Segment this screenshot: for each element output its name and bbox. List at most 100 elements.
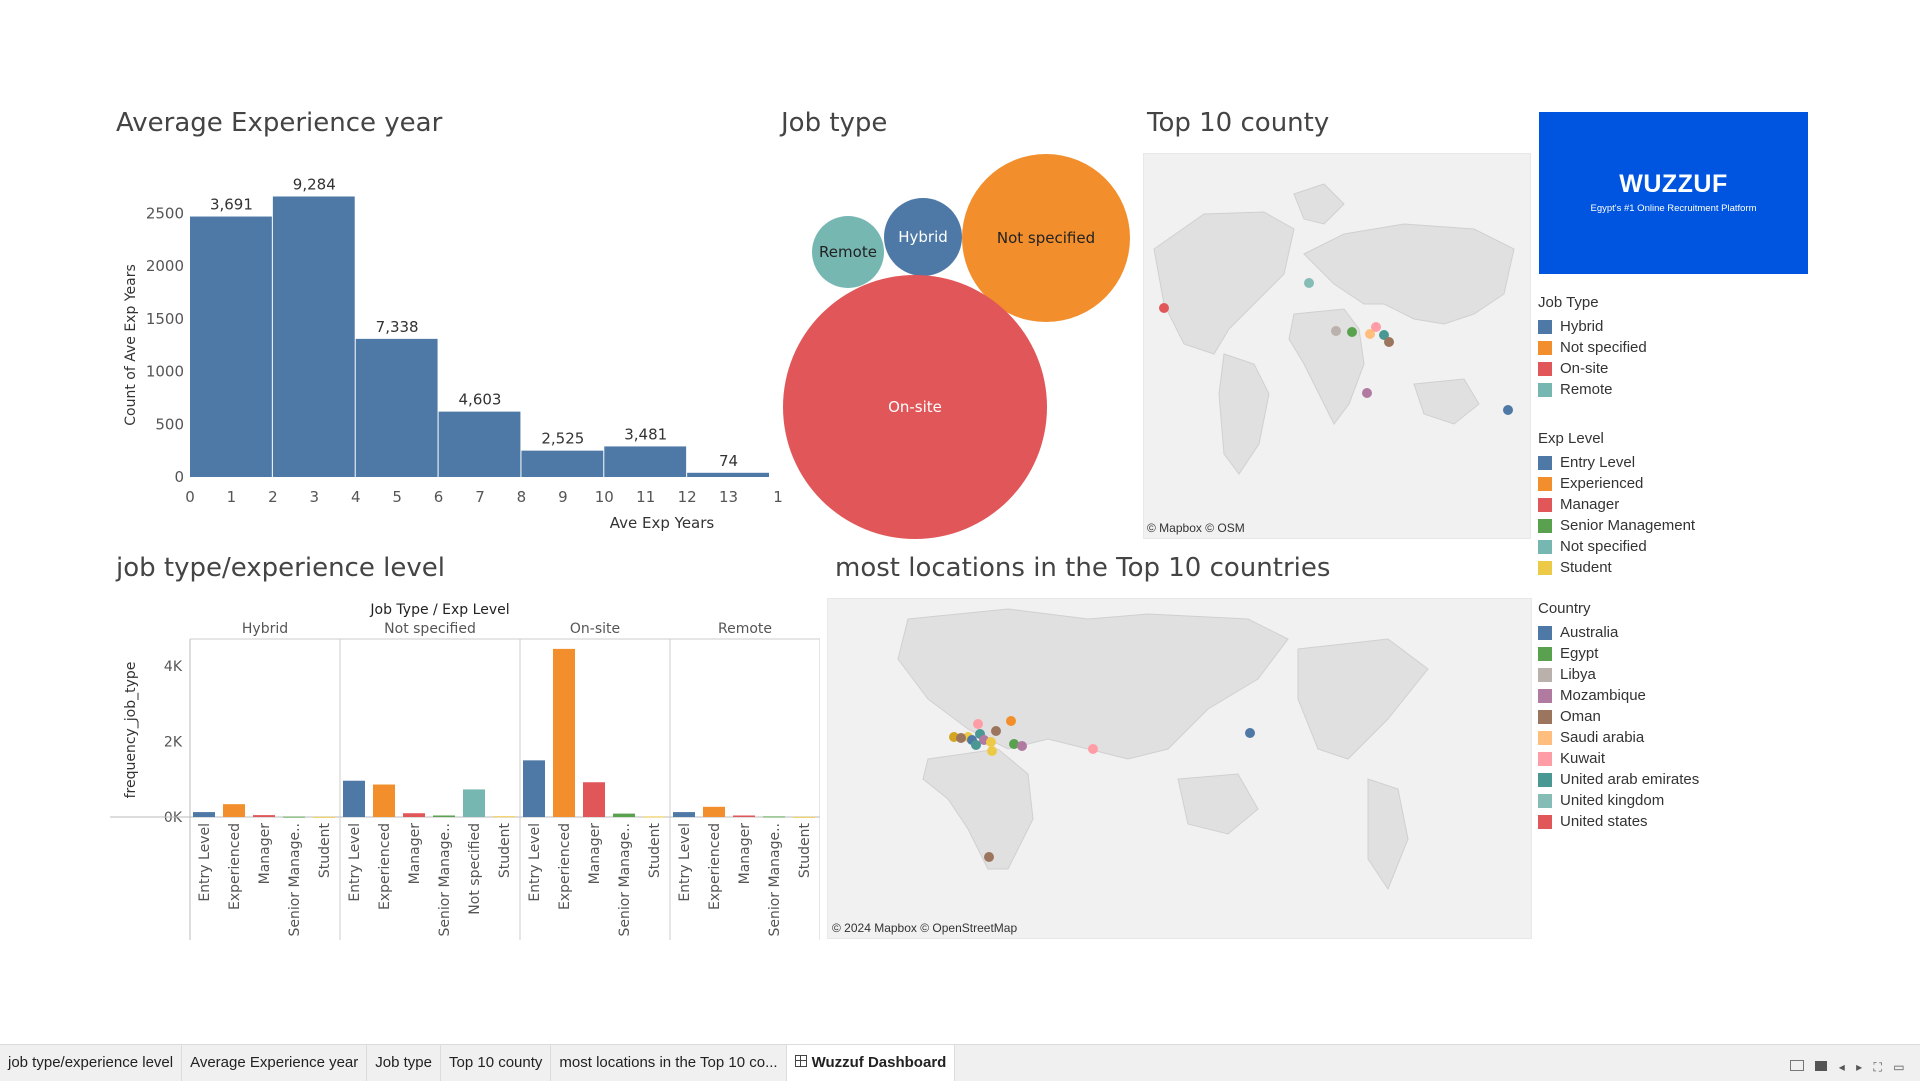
legend-swatch [1538,814,1552,829]
map-point-united-kingdom [1304,278,1314,288]
legend-title: Exp Level [1538,430,1604,447]
jt-y-tick: 2K [164,734,183,750]
tab-controls[interactable]: ◂ ▸ ⛶ ▭ [1790,1060,1905,1075]
locations-map[interactable]: © 2024 Mapbox © OpenStreetMap [827,598,1532,939]
sheet-tab[interactable]: Top 10 county [441,1045,552,1081]
job-type-bubble-chart[interactable]: Remote Hybrid Not specified On-site [775,145,1135,545]
legend-item[interactable]: Mozambique [1538,685,1699,706]
legend-item[interactable]: Oman [1538,706,1699,727]
sheet-tab-label: Average Experience year [190,1054,359,1071]
legend-item[interactable]: Manager [1538,494,1695,515]
jt-x-tick: Manager [257,823,273,885]
legend-item[interactable]: Not specified [1538,536,1695,557]
jt-bar [313,816,335,818]
jt-bar [763,816,785,818]
legend-item[interactable]: Egypt [1538,643,1699,664]
bubble-hybrid [884,198,962,276]
tab-list-icon[interactable] [1790,1060,1804,1071]
legend-item[interactable]: Senior Management [1538,515,1695,536]
sheet-tab[interactable]: job type/experience level [0,1045,183,1081]
fullscreen-icon[interactable]: ⛶ [1873,1060,1882,1074]
hist-bar-label-6: 74 [719,452,738,470]
jt-exp-bar-chart[interactable]: Job Type / Exp Level 4K 2K 0K frequency_job_… [110,595,820,940]
loc-point [1088,744,1098,754]
sheet-tab-label: Wuzzuf Dashboard [811,1054,947,1071]
jt-x-tick: Student [647,823,663,879]
hist-x-label: Ave Exp Years [610,514,715,532]
legend-swatch [1538,340,1552,355]
tab-next-icon[interactable]: ▸ [1856,1060,1863,1074]
legend-item[interactable]: United kingdom [1538,790,1699,811]
wuzzuf-logo: WUZZUF Egypt's #1 Online Recruitment Pla… [1539,112,1808,274]
jt-bar [193,812,215,817]
legend-swatch [1538,646,1552,661]
jt-x-tick: Senior Manage.. [287,823,303,937]
legend-job-type[interactable]: Job Type Hybrid Not specified On-site Remote [1538,293,1647,400]
legend-label: Entry Level [1560,454,1636,471]
logo-tagline: Egypt's #1 Online Recruitment Platform [1590,203,1757,214]
jt-x-tick: Manager [407,823,423,885]
locations-map-credit: © 2024 Mapbox © OpenStreetMap [832,921,1018,935]
legend-item[interactable]: Remote [1538,379,1647,400]
legend-item[interactable]: Experienced [1538,473,1695,494]
jt-group-label: Not specified [384,621,476,637]
jt-bar [463,789,485,817]
sheet-tab[interactable]: Wuzzuf Dashboard [786,1045,956,1081]
legend-item[interactable]: Australia [1538,622,1699,643]
hist-x-tick: 5 [392,488,402,506]
sheet-tab-label: Job type [375,1054,432,1071]
hist-x-tick: 7 [475,488,485,506]
legend-item[interactable]: On-site [1538,358,1647,379]
legend-item[interactable]: Not specified [1538,337,1647,358]
bubble-label: On-site [888,398,942,416]
legend-label: Remote [1560,381,1613,398]
top10-map-credit: © Mapbox © OSM [1147,521,1245,535]
jt-x-tick: Manager [737,823,753,885]
locations-map-canvas [897,608,1429,891]
hist-bar-0 [190,216,272,477]
legend-item[interactable]: Libya [1538,664,1699,685]
hist-x-tick: 1 [773,488,783,506]
hist-bar-label-0: 3,691 [210,196,253,214]
top10-map[interactable]: © Mapbox © OSM [1143,153,1531,539]
jt-bar [373,784,395,817]
legend-item[interactable]: Kuwait [1538,748,1699,769]
legend-label: Manager [1560,496,1620,513]
hist-bar-6 [687,472,769,477]
jt-x-tick: Senior Manage.. [767,823,783,937]
sheet-tab[interactable]: Average Experience year [182,1045,368,1081]
sheet-tab[interactable]: most locations in the Top 10 co... [551,1045,787,1081]
hist-bar-1 [272,196,355,477]
legend-item[interactable]: United states [1538,811,1699,832]
jt-x-tick: Manager [587,823,603,885]
legend-swatch [1538,793,1552,808]
legend-country[interactable]: Country Australia Egypt Libya Mozambique Oman… [1538,599,1699,832]
jt-y-tick: 0K [164,810,183,826]
greenland-shape [1293,183,1345,225]
legend-item[interactable]: Entry Level [1538,452,1695,473]
legend-item[interactable]: Hybrid [1538,316,1647,337]
legend-item[interactable]: Student [1538,557,1695,578]
hist-y-tick: 2000 [146,257,184,275]
sheet-tab[interactable]: Job type [367,1045,441,1081]
map-point-mozambique [1362,388,1372,398]
legend-exp-level[interactable]: Exp Level Entry Level Experienced Manager Se… [1538,429,1695,578]
tab-grid-icon[interactable] [1815,1061,1828,1071]
tab-prev-icon[interactable]: ◂ [1838,1060,1845,1074]
legend-label: United states [1560,813,1648,830]
jt-group-label: On-site [570,621,620,637]
jt-x-tick: Student [497,823,513,879]
jt-group-label: Hybrid [242,621,288,637]
legend-item[interactable]: Saudi arabia [1538,727,1699,748]
sheet-tab-label: most locations in the Top 10 co... [559,1054,778,1071]
jt-exp-title: job type/experience level [116,553,445,583]
hist-bar-3 [438,411,521,477]
legend-item[interactable]: United arab emirates [1538,769,1699,790]
jt-bar [223,804,245,817]
hist-y-tick: 0 [174,468,184,486]
eurasia-shape [1303,223,1515,325]
jt-x-tick: Experienced [707,823,723,910]
south-america-shape [1218,353,1270,475]
present-icon[interactable]: ▭ [1893,1060,1905,1074]
